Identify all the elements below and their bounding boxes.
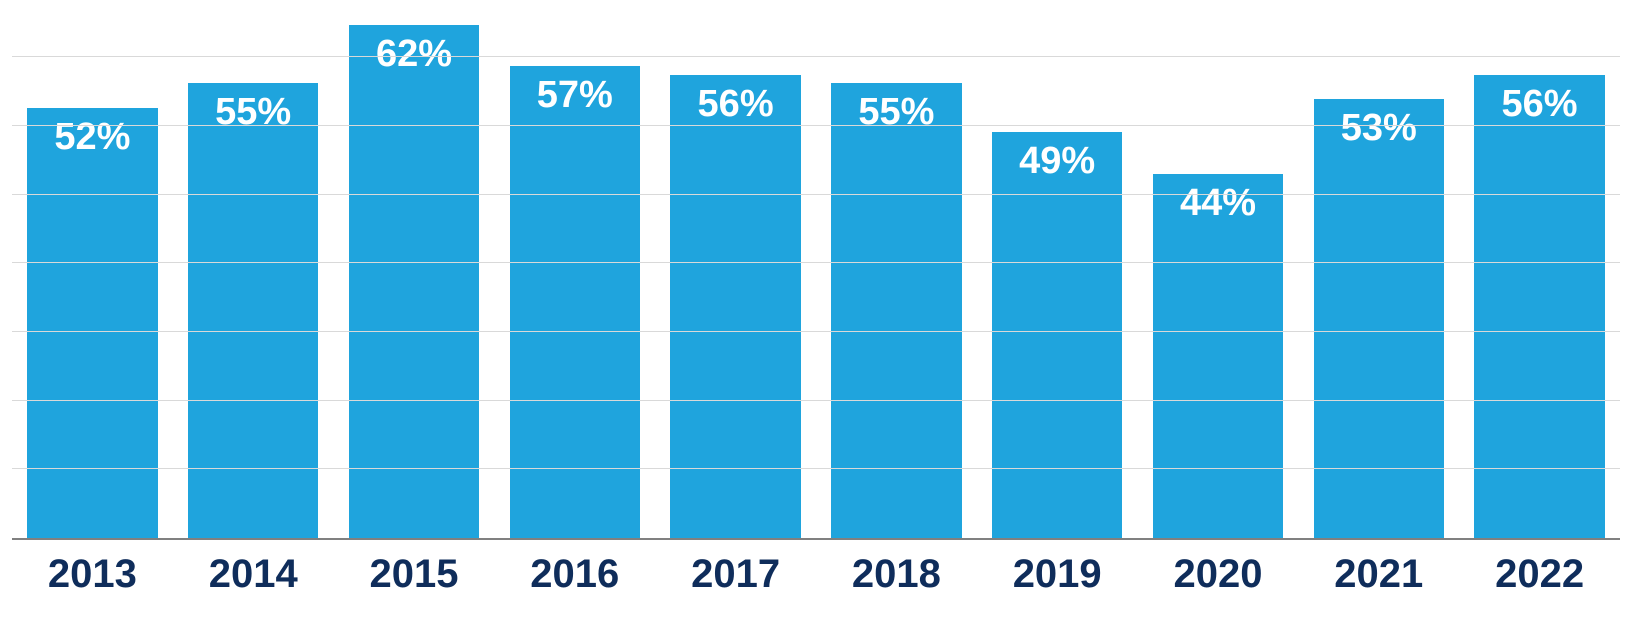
bar: 53% <box>1314 99 1444 538</box>
bar: 52% <box>27 108 157 538</box>
bar-slot: 55% <box>173 0 334 538</box>
bar-slot: 62% <box>334 0 495 538</box>
gridline <box>12 262 1620 263</box>
gridline <box>12 125 1620 126</box>
bars-wrapper: 52% 55% 62% 57% 56% 55% 49% 44% 53% 56% <box>12 0 1620 538</box>
bar-slot: 49% <box>977 0 1138 538</box>
bar-slot: 53% <box>1298 0 1459 538</box>
gridline <box>12 194 1620 195</box>
x-tick-label: 2017 <box>655 552 816 597</box>
bar-value-label: 56% <box>1474 83 1604 126</box>
x-tick-label: 2021 <box>1298 552 1459 597</box>
bar-value-label: 53% <box>1314 107 1444 150</box>
gridline <box>12 56 1620 57</box>
bar: 62% <box>349 25 479 538</box>
x-tick-label: 2013 <box>12 552 173 597</box>
bar-slot: 57% <box>494 0 655 538</box>
gridline <box>12 331 1620 332</box>
x-tick-label: 2019 <box>977 552 1138 597</box>
x-tick-label: 2016 <box>494 552 655 597</box>
x-tick-label: 2022 <box>1459 552 1620 597</box>
bar-value-label: 49% <box>992 140 1122 183</box>
x-tick-label: 2014 <box>173 552 334 597</box>
x-tick-label: 2018 <box>816 552 977 597</box>
bar-value-label: 44% <box>1153 182 1283 225</box>
bar: 44% <box>1153 174 1283 538</box>
bar-slot: 44% <box>1138 0 1299 538</box>
x-tick-label: 2015 <box>334 552 495 597</box>
bar: 55% <box>188 83 318 538</box>
gridline <box>12 468 1620 469</box>
bar-value-label: 56% <box>670 83 800 126</box>
x-axis: 2013201420152016201720182019202020212022 <box>12 552 1620 597</box>
x-tick-label: 2020 <box>1138 552 1299 597</box>
bar-value-label: 55% <box>188 91 318 134</box>
gridline <box>12 400 1620 401</box>
bar: 57% <box>510 66 640 538</box>
bar-value-label: 62% <box>349 33 479 76</box>
plot-area: 52% 55% 62% 57% 56% 55% 49% 44% 53% 56% <box>12 0 1620 540</box>
bar-slot: 56% <box>1459 0 1620 538</box>
bar-slot: 52% <box>12 0 173 538</box>
bar-value-label: 52% <box>27 116 157 159</box>
bar-value-label: 57% <box>510 74 640 117</box>
bar-value-label: 55% <box>831 91 961 134</box>
bar-slot: 56% <box>655 0 816 538</box>
bar-chart: 52%55%62%57%56%55%49%44%53%56% 201320142… <box>0 0 1632 630</box>
bar: 55% <box>831 83 961 538</box>
bar-slot: 55% <box>816 0 977 538</box>
